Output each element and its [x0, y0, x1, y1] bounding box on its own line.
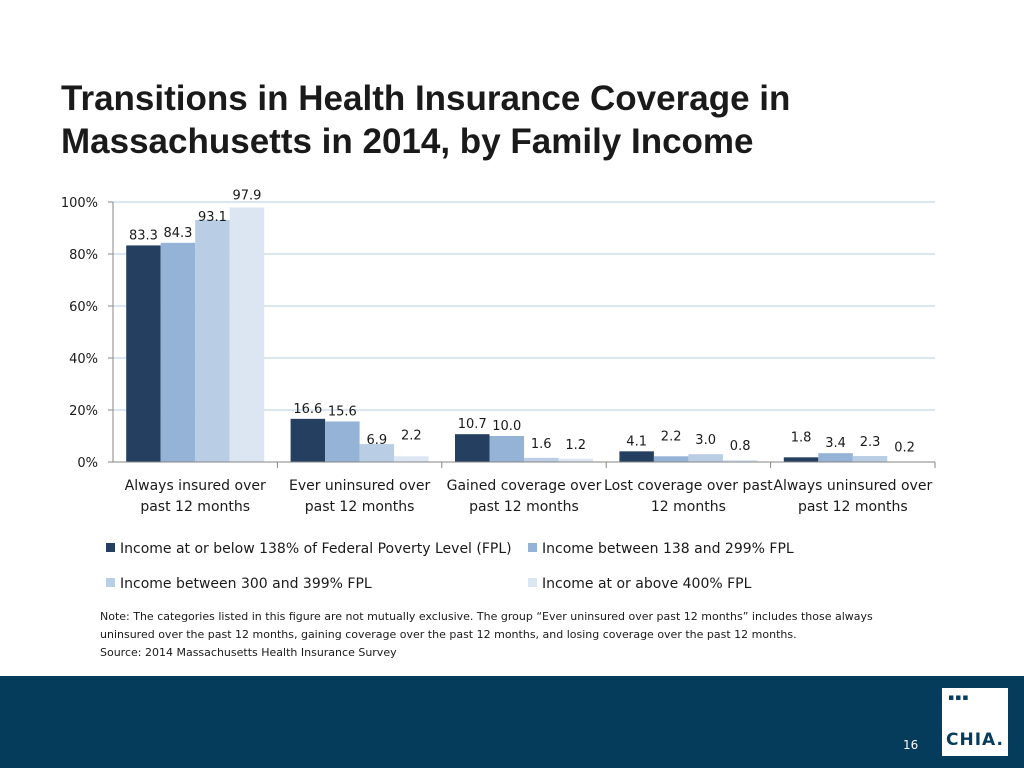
legend-swatch	[106, 578, 115, 587]
data-label: 1.6	[531, 437, 552, 452]
legend-label: Income between 138 and 299% FPL	[542, 541, 794, 557]
bar	[688, 454, 723, 462]
bars	[126, 207, 922, 463]
chart-note: Note: The categories listed in this figu…	[100, 608, 960, 662]
x-tick-label: Lost coverage over past	[604, 478, 773, 494]
logo-dots: ▪▪▪	[948, 693, 970, 703]
bar	[722, 459, 758, 462]
bar-chart: 0% 20% 40% 60% 80% 100% Always insured over pas…	[61, 188, 936, 592]
legend-label: Income between 300 and 399% FPL	[120, 576, 372, 592]
page-number: 16	[903, 738, 919, 752]
data-label: 4.1	[626, 434, 647, 449]
bar	[455, 434, 490, 462]
data-label: 2.3	[860, 435, 881, 450]
bar	[619, 451, 654, 462]
x-tick-label: past 12 months	[469, 499, 579, 515]
data-label: 15.6	[328, 404, 357, 419]
y-tick-label: 80%	[69, 248, 98, 263]
data-labels: 83.3 84.3 93.1 97.9 16.6 15.6 6.9 2.2 10.7 10.0 1.…	[129, 188, 915, 455]
x-tick-label: Always uninsured over	[773, 478, 932, 494]
bar	[489, 436, 524, 462]
bar	[229, 207, 265, 462]
data-label: 2.2	[661, 429, 682, 444]
data-label: 1.8	[791, 430, 812, 445]
data-label: 0.2	[894, 440, 915, 455]
slide-title: Transitions in Health Insurance Coverage…	[61, 77, 921, 163]
x-tick-label: past 12 months	[798, 499, 908, 515]
chia-logo: ▪▪▪ CHIA.	[942, 688, 1008, 756]
bar	[852, 456, 888, 462]
axes: 0% 20% 40% 60% 80% 100% Always insured over pas…	[61, 196, 936, 515]
source-line: Source: 2014 Massachusetts Health Insura…	[100, 646, 397, 659]
legend-label: Income at or below 138% of Federal Pover…	[120, 541, 512, 557]
data-label: 2.2	[401, 428, 422, 443]
bar	[195, 219, 230, 462]
bar	[325, 421, 360, 462]
data-label: 6.9	[367, 433, 388, 448]
data-label: 93.1	[198, 210, 227, 225]
legend-label: Income at or above 400% FPL	[542, 576, 752, 592]
x-tick-label: past 12 months	[305, 499, 415, 515]
y-tick-label: 20%	[69, 404, 98, 419]
bar	[126, 245, 161, 462]
data-label: 3.4	[825, 436, 846, 451]
x-tick-label: Ever uninsured over	[289, 478, 430, 494]
data-label: 10.0	[492, 419, 521, 434]
footer-bar	[0, 676, 1024, 768]
data-label: 83.3	[129, 228, 158, 243]
bar	[160, 242, 196, 462]
legend-swatch	[106, 543, 115, 552]
data-label: 1.2	[565, 438, 586, 453]
data-label: 3.0	[695, 433, 716, 448]
note-line-2: uninsured over the past 12 months, gaini…	[100, 628, 797, 641]
slide-title-line-1: Transitions in Health Insurance Coverage…	[61, 79, 791, 118]
bar	[818, 453, 853, 462]
legend: Income at or below 138% of Federal Pover…	[106, 541, 794, 592]
bar	[653, 456, 689, 462]
data-label: 16.6	[293, 402, 322, 417]
x-tick-label: Always insured over	[125, 478, 266, 494]
bar	[290, 418, 326, 462]
data-label: 84.3	[163, 226, 192, 241]
y-tick-label: 60%	[69, 300, 98, 315]
bar	[558, 458, 593, 462]
bar	[783, 457, 819, 462]
logo-wordmark: CHIA.	[946, 730, 1004, 750]
x-tick-label: 12 months	[651, 499, 726, 515]
bar	[524, 457, 559, 462]
data-label: 10.7	[458, 417, 487, 432]
y-tick-label: 100%	[61, 196, 98, 211]
data-label: 0.8	[730, 439, 751, 454]
legend-swatch	[528, 578, 537, 587]
x-tick-label: Gained coverage over	[447, 478, 602, 494]
y-tick-label: 40%	[69, 352, 98, 367]
legend-swatch	[528, 543, 537, 552]
bar	[394, 456, 429, 462]
slide-title-line-2: Massachusetts in 2014, by Family Income	[61, 122, 754, 161]
note-line-1: Note: The categories listed in this figu…	[100, 610, 873, 623]
y-tick-label: 0%	[77, 456, 98, 471]
x-tick-label: past 12 months	[140, 499, 250, 515]
bar	[359, 444, 395, 462]
data-label: 97.9	[232, 188, 261, 203]
